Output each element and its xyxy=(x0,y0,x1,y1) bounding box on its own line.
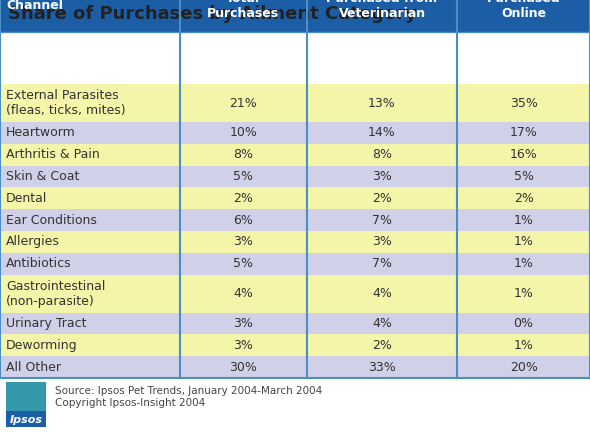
Text: 35%: 35% xyxy=(510,97,537,110)
FancyBboxPatch shape xyxy=(0,356,590,378)
Text: Ipsos: Ipsos xyxy=(9,415,42,425)
Text: Allergies: Allergies xyxy=(6,236,60,249)
Text: 14%: 14% xyxy=(368,126,396,139)
Text: 13%: 13% xyxy=(368,97,396,110)
FancyBboxPatch shape xyxy=(0,0,590,32)
Text: 3%: 3% xyxy=(234,339,253,352)
Text: 20%: 20% xyxy=(510,361,537,374)
Text: 3%: 3% xyxy=(234,317,253,330)
Text: Purchased
Online: Purchased Online xyxy=(487,0,560,20)
Text: Ear Conditions: Ear Conditions xyxy=(6,213,97,226)
Text: 6%: 6% xyxy=(234,213,253,226)
Text: Antibiotics: Antibiotics xyxy=(6,257,71,270)
FancyBboxPatch shape xyxy=(0,209,590,231)
Text: Skin & Coat: Skin & Coat xyxy=(6,170,80,183)
Text: Gastrointestinal
(non-parasite): Gastrointestinal (non-parasite) xyxy=(6,280,106,307)
Text: Source: Ipsos Pet Trends, January 2004-March 2004
Copyright Ipsos-Insight 2004: Source: Ipsos Pet Trends, January 2004-M… xyxy=(55,386,322,407)
Text: 8%: 8% xyxy=(234,148,253,161)
Text: 5%: 5% xyxy=(514,170,533,183)
Text: 7%: 7% xyxy=(372,213,392,226)
Text: 30%: 30% xyxy=(230,361,257,374)
Text: 1%: 1% xyxy=(514,236,533,249)
FancyBboxPatch shape xyxy=(0,122,590,144)
Text: 21%: 21% xyxy=(230,97,257,110)
Text: 4%: 4% xyxy=(372,287,392,300)
Text: Arthritis & Pain: Arthritis & Pain xyxy=(6,148,100,161)
Text: Deworming: Deworming xyxy=(6,339,78,352)
Text: 1%: 1% xyxy=(514,257,533,270)
Text: External Parasites
(fleas, ticks, mites): External Parasites (fleas, ticks, mites) xyxy=(6,89,126,117)
FancyBboxPatch shape xyxy=(0,144,590,166)
Text: Dental: Dental xyxy=(6,192,47,205)
Text: Purchased from
Veterinarian: Purchased from Veterinarian xyxy=(326,0,438,20)
FancyBboxPatch shape xyxy=(0,313,590,334)
Text: 2%: 2% xyxy=(514,192,533,205)
Text: Share of Purchases by Ailment Category: Share of Purchases by Ailment Category xyxy=(8,5,417,23)
Text: 3%: 3% xyxy=(234,236,253,249)
FancyBboxPatch shape xyxy=(0,231,590,253)
Text: 4%: 4% xyxy=(234,287,253,300)
FancyBboxPatch shape xyxy=(0,84,590,122)
Text: 8%: 8% xyxy=(372,148,392,161)
FancyBboxPatch shape xyxy=(0,253,590,275)
Text: 33%: 33% xyxy=(368,361,396,374)
Text: 1%: 1% xyxy=(514,287,533,300)
Text: 7%: 7% xyxy=(372,257,392,270)
Text: 5%: 5% xyxy=(234,257,253,270)
Text: 3%: 3% xyxy=(372,236,392,249)
Text: Heartworm: Heartworm xyxy=(6,126,76,139)
Text: Total
Purchases: Total Purchases xyxy=(207,0,280,20)
FancyBboxPatch shape xyxy=(0,187,590,209)
FancyBboxPatch shape xyxy=(6,382,46,411)
Text: Urinary Tract: Urinary Tract xyxy=(6,317,87,330)
Text: 1%: 1% xyxy=(514,213,533,226)
Text: 1%: 1% xyxy=(514,339,533,352)
FancyBboxPatch shape xyxy=(6,411,46,427)
Text: 16%: 16% xyxy=(510,148,537,161)
Text: 10%: 10% xyxy=(230,126,257,139)
Text: 17%: 17% xyxy=(510,126,537,139)
Text: 2%: 2% xyxy=(234,192,253,205)
FancyBboxPatch shape xyxy=(0,334,590,356)
Text: 0%: 0% xyxy=(514,317,533,330)
FancyBboxPatch shape xyxy=(0,275,590,313)
Text: All Other: All Other xyxy=(6,361,61,374)
Text: 2%: 2% xyxy=(372,339,392,352)
Text: 3%: 3% xyxy=(372,170,392,183)
Text: Channel: Channel xyxy=(6,0,63,13)
Text: 2%: 2% xyxy=(372,192,392,205)
Text: 5%: 5% xyxy=(234,170,253,183)
FancyBboxPatch shape xyxy=(0,166,590,187)
Text: 4%: 4% xyxy=(372,317,392,330)
